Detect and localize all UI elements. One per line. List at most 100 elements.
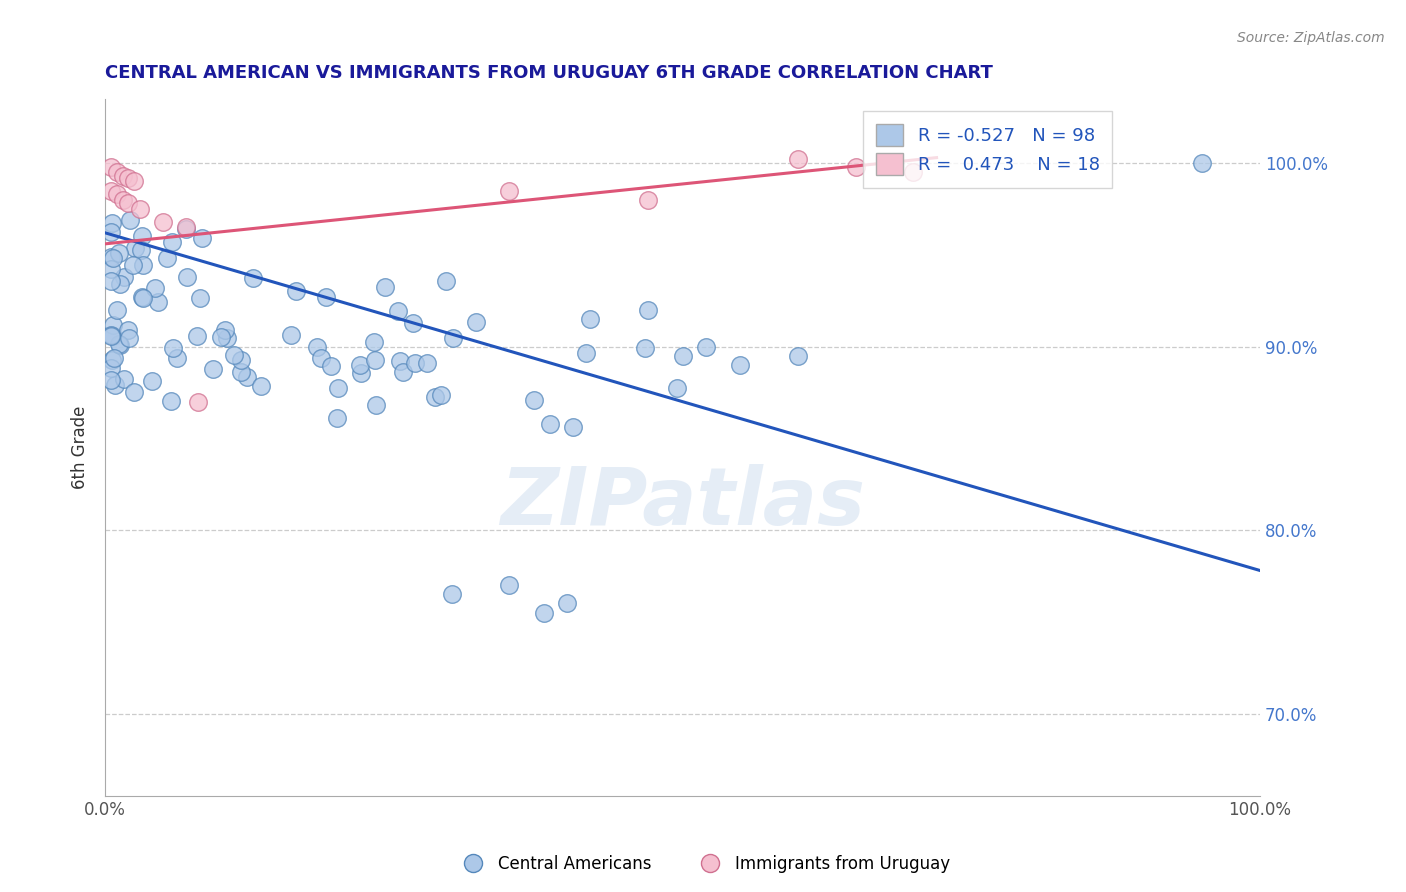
Point [392, 365, 415, 379]
Point [374, 279, 396, 293]
Point [319, 359, 342, 373]
Point [131, 290, 153, 304]
Point [280, 328, 302, 343]
Point [186, 329, 208, 343]
Point [111, 193, 134, 207]
Point [100, 262, 122, 277]
Point [441, 331, 464, 345]
Y-axis label: 6th Grade: 6th Grade [72, 406, 89, 489]
Point [349, 358, 371, 372]
Point [128, 202, 150, 216]
Point [141, 375, 163, 389]
Point [187, 394, 209, 409]
Point [100, 373, 122, 387]
Point [108, 338, 131, 352]
Point [117, 196, 139, 211]
Point [100, 160, 122, 174]
Point [430, 388, 453, 402]
Point [579, 312, 602, 326]
Point [118, 213, 141, 227]
Point [671, 349, 693, 363]
Point [160, 393, 183, 408]
Point [105, 187, 128, 202]
Point [108, 336, 131, 351]
Point [101, 353, 124, 368]
Point [434, 274, 457, 288]
Point [533, 606, 555, 620]
Point [498, 578, 520, 592]
Point [440, 587, 463, 601]
Point [326, 410, 349, 425]
Point [100, 274, 122, 288]
Point [100, 225, 122, 239]
Point [112, 372, 135, 386]
Point [112, 270, 135, 285]
Point [555, 597, 578, 611]
Point [100, 327, 122, 342]
Point [166, 351, 188, 366]
Point [117, 323, 139, 337]
Point [108, 245, 131, 260]
Point [231, 365, 253, 379]
Point [229, 353, 252, 368]
Point [156, 251, 179, 265]
Point [100, 251, 122, 265]
Point [634, 341, 657, 355]
Point [787, 349, 810, 363]
Point [575, 346, 598, 360]
Point [152, 215, 174, 229]
Point [132, 259, 155, 273]
Point [118, 331, 141, 345]
Point [188, 291, 211, 305]
Point [117, 170, 139, 185]
Text: CENTRAL AMERICAN VS IMMIGRANTS FROM URUGUAY 6TH GRADE CORRELATION CHART: CENTRAL AMERICAN VS IMMIGRANTS FROM URUG… [105, 64, 993, 82]
Point [214, 323, 236, 337]
Point [236, 370, 259, 384]
Point [105, 303, 128, 318]
Point [311, 351, 333, 366]
Point [202, 362, 225, 376]
Point [538, 417, 561, 431]
Point [561, 420, 583, 434]
Point [131, 244, 153, 258]
Point [250, 379, 273, 393]
Point [100, 328, 122, 343]
Point [101, 217, 124, 231]
Point [103, 328, 125, 343]
Point [124, 241, 146, 255]
Point [416, 356, 439, 370]
Point [404, 356, 426, 370]
Point [305, 340, 328, 354]
Point [363, 335, 385, 350]
Point [103, 351, 125, 365]
Point [402, 317, 425, 331]
Point [637, 302, 659, 317]
Legend: Central Americans, Immigrants from Uruguay: Central Americans, Immigrants from Urugu… [450, 848, 956, 880]
Point [160, 235, 183, 249]
Point [350, 366, 373, 380]
Point [787, 153, 810, 167]
Point [1191, 156, 1213, 170]
Point [174, 220, 197, 235]
Point [364, 353, 387, 368]
Point [104, 377, 127, 392]
Point [315, 289, 337, 303]
Point [124, 384, 146, 399]
Point [423, 390, 446, 404]
Point [176, 269, 198, 284]
Point [389, 353, 412, 368]
Point [209, 330, 232, 344]
Point [285, 284, 308, 298]
Point [465, 315, 488, 329]
Point [903, 165, 925, 179]
Point [191, 231, 214, 245]
Point [103, 318, 125, 332]
Text: ZIPatlas: ZIPatlas [501, 465, 865, 542]
Point [105, 165, 128, 179]
Point [132, 291, 155, 305]
Point [101, 251, 124, 265]
Point [523, 393, 546, 408]
Legend: R = -0.527   N = 98, R =  0.473    N = 18: R = -0.527 N = 98, R = 0.473 N = 18 [863, 112, 1112, 188]
Point [215, 331, 238, 345]
Point [121, 258, 143, 272]
